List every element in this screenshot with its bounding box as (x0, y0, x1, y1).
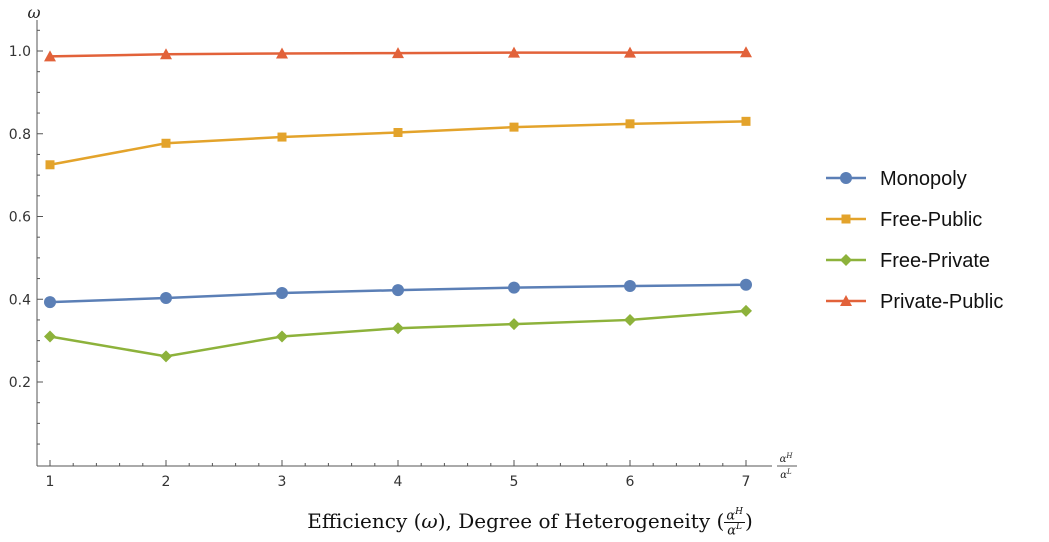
data-point-private-public (160, 48, 172, 60)
series-private-public (44, 46, 752, 62)
data-point-monopoly (392, 284, 404, 297)
y-tick-label: 0.2 (9, 375, 31, 391)
legend-marker-diamond (840, 254, 852, 266)
data-point-free-private (44, 330, 56, 343)
legend-label: Private-Public (880, 291, 1003, 313)
x-tick-label: 3 (278, 474, 287, 490)
x-tick-label: 2 (162, 474, 171, 490)
data-point-free-private (624, 313, 636, 326)
legend-marker-circle (840, 172, 852, 184)
legend-item-monopoly: Monopoly (826, 168, 967, 190)
data-point-free-public (161, 138, 171, 148)
legend-label: Monopoly (880, 168, 967, 190)
x-tick-label: 1 (46, 474, 55, 490)
data-point-monopoly (276, 287, 288, 300)
data-point-free-public (509, 122, 519, 132)
series-layer (44, 46, 752, 363)
legend-label: Free-Public (880, 209, 982, 231)
legend-label: Free-Private (880, 250, 990, 272)
data-point-free-public (625, 119, 635, 129)
data-point-free-private (276, 330, 288, 343)
legend-item-private-public: Private-Public (826, 291, 1003, 313)
caption-text: Efficiency (ω), Degree of Heterogeneity … (307, 507, 753, 539)
data-point-monopoly (160, 292, 172, 305)
legend: Monopoly Free-Public Free-Private Private-P… (826, 168, 1003, 313)
y-tick-label: 0.4 (9, 292, 31, 308)
legend-item-free-private: Free-Private (826, 250, 990, 272)
svg-text:αL: αL (780, 468, 792, 481)
x-tick-label: 5 (510, 474, 519, 490)
data-point-monopoly (508, 281, 520, 294)
x-tick-label: 7 (742, 474, 751, 490)
data-point-free-private (160, 350, 172, 363)
y-axis-label: ω (27, 3, 40, 22)
data-point-free-private (740, 304, 752, 317)
series-free-public (45, 116, 751, 170)
data-point-private-public (276, 47, 288, 59)
data-point-private-public (392, 47, 404, 59)
legend-marker-triangle (840, 295, 852, 306)
x-ticks: 1 2 3 4 5 6 7 (46, 460, 751, 490)
series-monopoly (44, 278, 752, 309)
x-tick-label: 4 (394, 474, 403, 490)
svg-text:αH: αH (780, 452, 794, 465)
data-point-monopoly (740, 278, 752, 291)
y-tick-label: 0.8 (9, 127, 31, 143)
data-point-free-private (392, 322, 404, 335)
data-point-monopoly (44, 296, 56, 309)
series-free-private (44, 304, 752, 363)
data-point-free-public (45, 160, 55, 170)
y-tick-label: 0.6 (9, 210, 31, 226)
data-point-private-public (508, 46, 520, 58)
y-tick-label: 1.0 (9, 44, 31, 60)
data-point-free-private (508, 318, 520, 331)
x-tick-label: 6 (626, 474, 635, 490)
chart-caption: Efficiency (ω), Degree of Heterogeneity … (270, 508, 790, 538)
data-point-free-public (277, 132, 287, 142)
data-point-private-public (740, 46, 752, 58)
axes: 0.2 0.4 0.6 0.8 1.0 1 2 3 4 5 6 7 ω αH αL (9, 3, 797, 490)
data-point-private-public (44, 50, 56, 62)
series-line-free-public (49, 120, 747, 167)
legend-marker-square (841, 214, 851, 224)
legend-item-free-public: Free-Public (826, 209, 982, 231)
data-point-monopoly (624, 280, 636, 293)
y-ticks: 0.2 0.4 0.6 0.8 1.0 (9, 29, 43, 445)
data-point-private-public (624, 46, 636, 58)
data-point-free-public (741, 116, 751, 126)
data-point-free-public (393, 128, 403, 138)
x-axis-label: αH αL (777, 452, 797, 481)
